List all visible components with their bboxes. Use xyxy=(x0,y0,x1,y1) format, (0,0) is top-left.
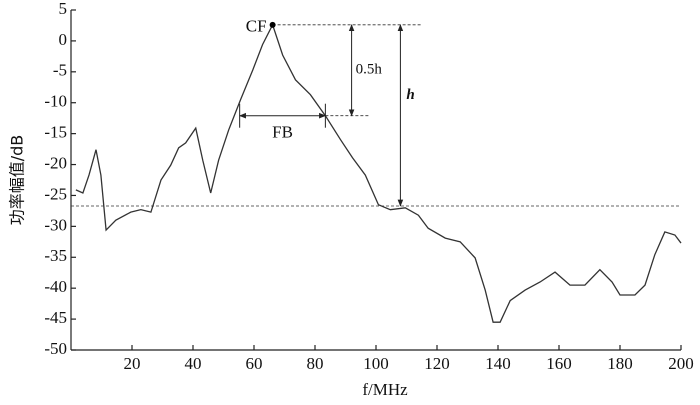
half-h-label: 0.5h xyxy=(356,62,383,78)
x-tick-label: 20 xyxy=(124,354,141,373)
x-tick-label: 160 xyxy=(546,354,572,373)
cf-label: CF xyxy=(246,17,267,36)
y-tick-label: 5 xyxy=(59,0,68,18)
x-tick-label: 140 xyxy=(485,354,511,373)
x-tick-label: 100 xyxy=(363,354,389,373)
data-line xyxy=(75,23,682,323)
y-tick-label: -15 xyxy=(44,123,67,142)
x-tick-label: 80 xyxy=(307,354,324,373)
y-tick-label: -35 xyxy=(44,246,67,265)
x-tick-label: 40 xyxy=(185,354,202,373)
y-tick-label: -40 xyxy=(44,277,67,296)
cf-point xyxy=(269,21,276,28)
y-tick-label: -10 xyxy=(44,92,67,111)
y-tick-label: 0 xyxy=(59,30,68,49)
y-tick-label: -20 xyxy=(44,153,67,172)
x-tick-label: 120 xyxy=(424,354,450,373)
y-axis-label: 功率幅值/dB xyxy=(8,135,27,226)
y-tick-label: -45 xyxy=(44,308,67,327)
y-tick-label: -30 xyxy=(44,215,67,234)
y-tick-label: -5 xyxy=(53,61,67,80)
x-axis-label: f/MHz xyxy=(362,380,408,399)
x-tick-label: 200 xyxy=(668,354,694,373)
y-tick-label: -25 xyxy=(44,184,67,203)
fb-label: FB xyxy=(272,123,293,142)
h-label: h xyxy=(406,87,414,103)
x-tick-label: 60 xyxy=(246,354,263,373)
x-tick-label: 180 xyxy=(607,354,633,373)
y-tick-label: -50 xyxy=(44,339,67,358)
